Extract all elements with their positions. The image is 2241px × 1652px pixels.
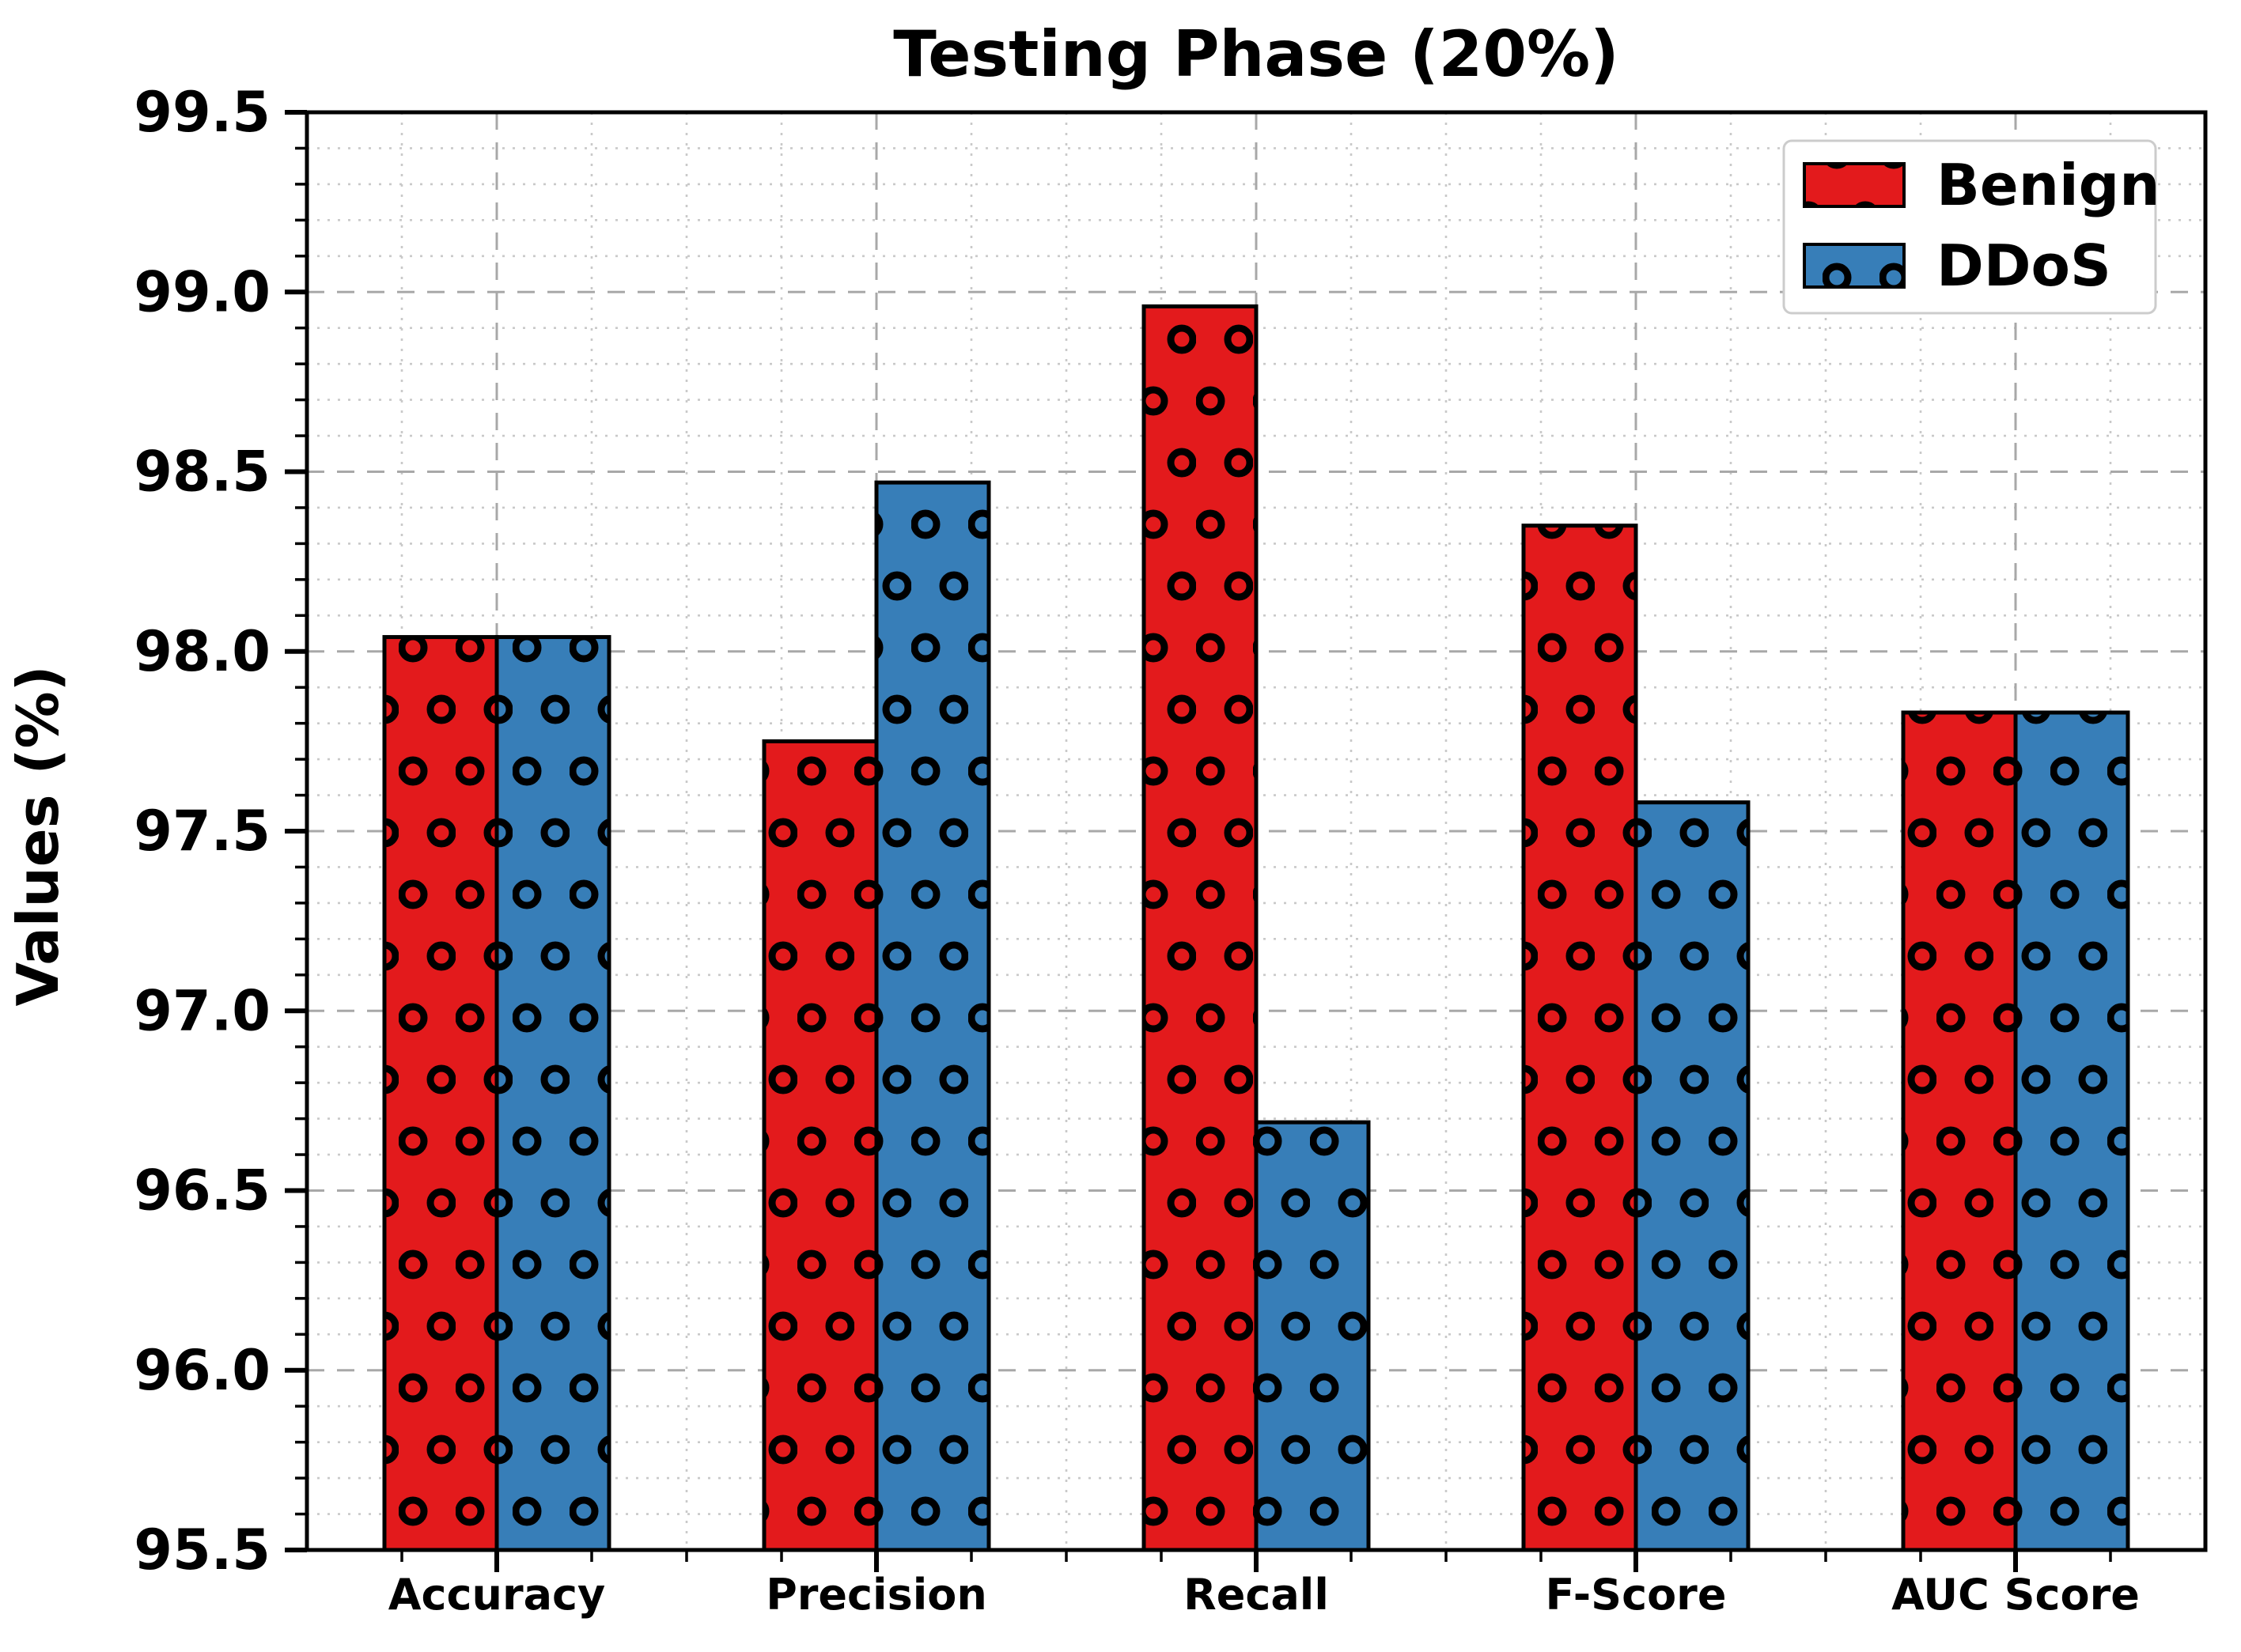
- bar-benign-recall: [1141, 304, 1259, 1552]
- y-tick-label: 95.5: [134, 1518, 271, 1582]
- y-tick-label: 99.0: [134, 259, 271, 324]
- x-tick-label: Precision: [766, 1570, 987, 1620]
- chart-title: Testing Phase (20%): [893, 17, 1619, 91]
- bar-benign-precision: [762, 739, 879, 1552]
- bar-ddos-recall: [1254, 1120, 1371, 1552]
- legend-swatch-benign: [1803, 162, 1906, 208]
- y-tick-label: 99.5: [134, 80, 271, 145]
- legend: Benign DDoS: [1782, 139, 2160, 315]
- y-axis-ticks: 95.5 96.0 96.5 97.0 97.5 98.0 98.5 99.0 99.5: [134, 80, 307, 1582]
- x-tick-label: F-Score: [1546, 1570, 1727, 1620]
- bar-benign-accuracy: [382, 635, 499, 1552]
- x-axis-ticks: Accuracy Precision Recall F-Score AUC Score: [388, 1550, 2140, 1620]
- bar-ddos-precision: [874, 480, 991, 1552]
- bar-ddos-auc-score: [2013, 710, 2130, 1552]
- x-tick-label: Recall: [1183, 1570, 1329, 1620]
- y-tick-label: 98.5: [134, 440, 271, 505]
- bars: [382, 304, 2130, 1552]
- legend-swatch-ddos: [1803, 243, 1906, 289]
- x-tick-label: Accuracy: [388, 1570, 606, 1620]
- y-tick-label: 97.0: [134, 978, 271, 1043]
- legend-label-ddos: DDoS: [1936, 232, 2111, 299]
- y-tick-label: 96.0: [134, 1338, 271, 1403]
- bar-ddos-accuracy: [494, 635, 611, 1552]
- bar-benign-auc-score: [1901, 710, 2018, 1552]
- y-tick-label: 96.5: [134, 1159, 271, 1223]
- bar-ddos-f-score: [1633, 800, 1751, 1552]
- bar-benign-f-score: [1521, 524, 1638, 1552]
- legend-label-benign: Benign: [1936, 152, 2160, 218]
- y-tick-label: 98.0: [134, 619, 271, 684]
- y-tick-label: 97.5: [134, 799, 271, 864]
- x-tick-label: AUC Score: [1891, 1570, 2140, 1620]
